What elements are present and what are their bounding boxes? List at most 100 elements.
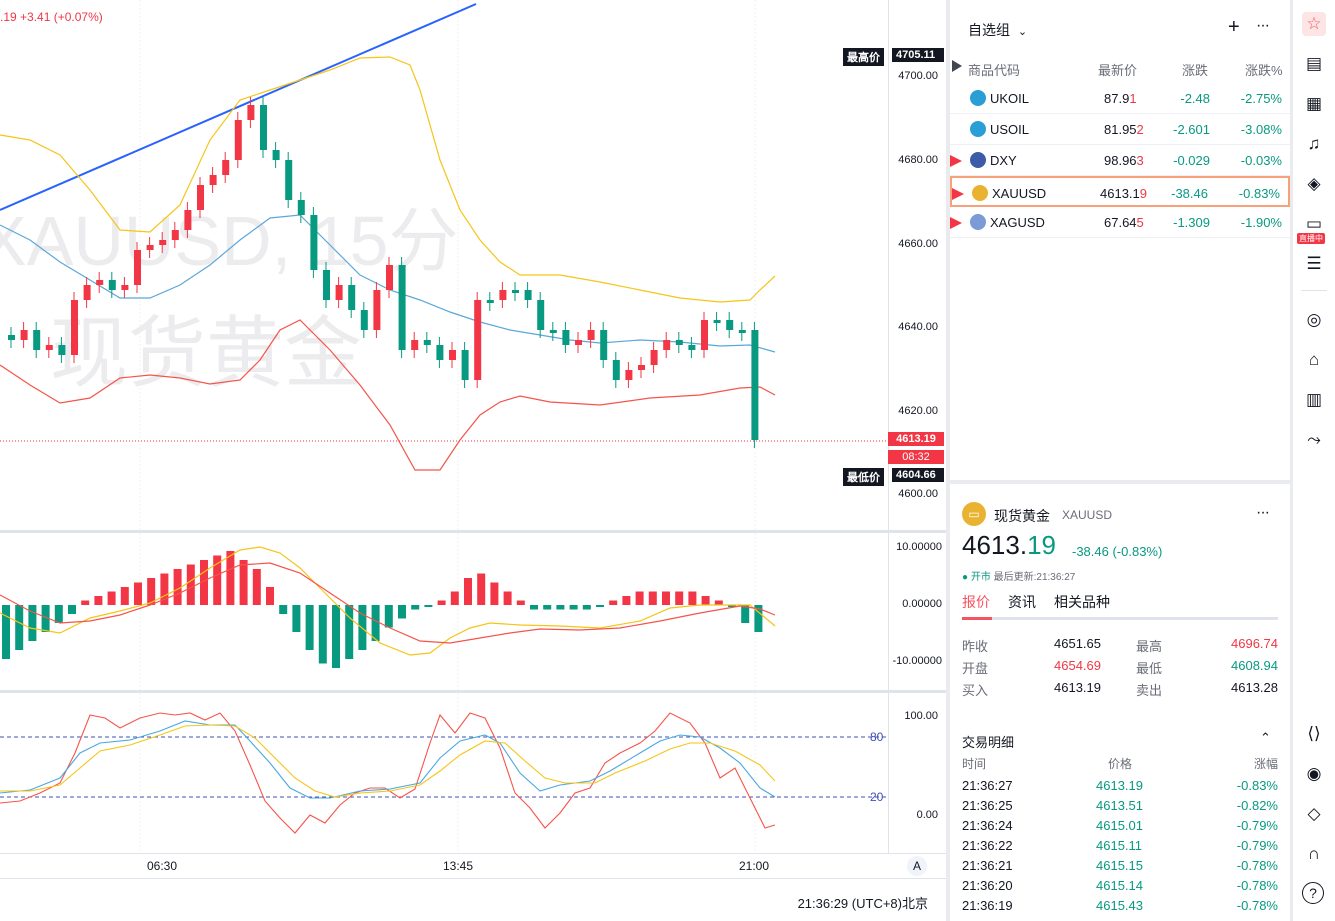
- detail-price-frac: 19: [1027, 530, 1056, 560]
- macd-bar: [450, 591, 459, 605]
- candle: [335, 285, 343, 300]
- trade-price: 4615.11: [1096, 838, 1143, 853]
- row-change: -38.46: [1171, 186, 1208, 201]
- candle: [260, 105, 267, 150]
- help-icon[interactable]: ?: [1302, 882, 1324, 904]
- candle: [512, 290, 519, 293]
- headset-icon[interactable]: ∩: [1307, 844, 1321, 863]
- macd-bar: [107, 591, 116, 605]
- price-panel[interactable]: XAUUSD, 15分 现货黄金 .19 +3.41 (+0.07%) 4700…: [0, 0, 946, 530]
- trades-title: 交易明细: [962, 735, 1015, 750]
- macd-bar: [424, 605, 433, 607]
- row-last: 98.963: [1104, 153, 1144, 168]
- flag-icon[interactable]: [950, 155, 962, 167]
- watchlist-row-ukoil[interactable]: UKOIL 87.91 -2.48 -2.75%: [950, 83, 1290, 114]
- macd-bar: [741, 605, 750, 623]
- kdj-d-line: [0, 724, 776, 798]
- watchlist-icon[interactable]: ☆: [1302, 12, 1326, 36]
- clock: 21:36:29: [797, 896, 849, 911]
- row-symbol: USOIL: [990, 122, 1030, 137]
- col-symbol[interactable]: 商品代码: [968, 63, 1021, 78]
- target-icon[interactable]: ◎: [1306, 310, 1322, 329]
- candle: [197, 185, 204, 210]
- candle: [184, 210, 192, 230]
- col-last[interactable]: 最新价: [1098, 63, 1138, 78]
- watchlist-row-dxy[interactable]: DXY 98.963 -0.029 -0.03%: [950, 145, 1290, 176]
- macd-bar: [81, 600, 90, 605]
- row-last: 67.645: [1104, 215, 1144, 230]
- candle: [45, 345, 53, 350]
- pane-separator[interactable]: [0, 530, 946, 533]
- flag-icon[interactable]: [952, 60, 962, 72]
- auto-scale-button[interactable]: A: [907, 856, 927, 876]
- price-tick: 4660.00: [898, 238, 938, 250]
- chevron-up-icon[interactable]: ⌃: [1260, 730, 1271, 745]
- eye-icon[interactable]: ◉: [1306, 764, 1322, 783]
- candle: [713, 320, 721, 323]
- trade-chg: -0.83%: [1236, 778, 1278, 793]
- trade-time: 21:36:22: [962, 838, 1013, 853]
- candle: [234, 120, 242, 160]
- candle: [8, 335, 15, 340]
- pane-separator[interactable]: [0, 690, 946, 693]
- tab-quote[interactable]: 报价: [962, 594, 990, 610]
- timezone-selector[interactable]: (UTC+8)北京: [851, 896, 928, 911]
- trade-chg: -0.82%: [1236, 798, 1278, 813]
- trade-time: 21:36:24: [962, 818, 1013, 833]
- price-axis[interactable]: 4700.00 4680.00 4660.00 4640.00 4620.00 …: [888, 0, 946, 530]
- macd-bar: [648, 591, 657, 605]
- stat-label: 最高: [1136, 639, 1163, 654]
- table-icon[interactable]: ▥: [1305, 390, 1323, 409]
- chat-icon[interactable]: ☰: [1306, 254, 1322, 273]
- bell-icon[interactable]: ♫: [1307, 134, 1321, 153]
- watchlist-row-xauusd[interactable]: XAUUSD 4613.19 -38.46 -0.83%: [950, 176, 1290, 207]
- time-axis[interactable]: 06:30 13:45 21:00 A: [0, 853, 946, 877]
- code-icon[interactable]: ⟨⟩: [1307, 724, 1321, 743]
- more-icon[interactable]: ···: [1256, 504, 1270, 521]
- layers-icon[interactable]: ◈: [1307, 174, 1321, 193]
- macd-bar: [556, 605, 565, 610]
- chart-area[interactable]: XAUUSD, 15分 现货黄金 .19 +3.41 (+0.07%) 4700…: [0, 0, 946, 921]
- watchlist-row-usoil[interactable]: USOIL 81.952 -2.601 -3.08%: [950, 114, 1290, 145]
- detail-symbol: XAUUSD: [1062, 508, 1113, 522]
- tab-news[interactable]: 资讯: [1008, 594, 1036, 610]
- kdj-panel[interactable]: 100.00 0.00 80 20: [0, 693, 946, 853]
- candle: [625, 370, 633, 380]
- candle: [146, 245, 154, 250]
- macd-bar: [543, 605, 552, 610]
- macd-panel[interactable]: 10.00000 0.00000 -10.00000: [0, 533, 946, 690]
- row-last: 81.952: [1104, 122, 1144, 137]
- macd-bar: [675, 591, 684, 605]
- stat-value: 4608.94: [1231, 658, 1278, 673]
- plus-icon[interactable]: +: [1228, 16, 1240, 38]
- more-icon[interactable]: ···: [1256, 17, 1270, 34]
- calendar-icon[interactable]: ▦: [1305, 94, 1323, 113]
- academy-icon[interactable]: ⌂: [1308, 350, 1320, 369]
- col-change-pct[interactable]: 涨跌%: [1245, 63, 1283, 78]
- price-canvas: XAUUSD, 15分 现货黄金: [0, 0, 888, 530]
- macd-axis[interactable]: 10.00000 0.00000 -10.00000: [888, 533, 946, 690]
- watchlist-row-xagusd[interactable]: XAGUSD 67.645 -1.309 -1.90%: [950, 207, 1290, 238]
- gold-icon: ▭: [962, 502, 986, 526]
- diamond-icon[interactable]: ◇: [1307, 804, 1321, 823]
- strategy-icon[interactable]: ⤳: [1307, 430, 1321, 449]
- flag-icon[interactable]: [950, 217, 962, 229]
- flag-icon[interactable]: [952, 188, 964, 200]
- trendline[interactable]: [0, 3, 477, 211]
- stat-label: 卖出: [1136, 683, 1163, 698]
- col-change[interactable]: 涨跌: [1182, 63, 1209, 78]
- candle: [486, 300, 494, 303]
- watchlist-panel: 自选组 ⌄ + ··· 商品代码 最新价 涨跌 涨跌% UKOIL 87.91 -2…: [950, 0, 1290, 480]
- kdj-axis[interactable]: 100.00 0.00: [888, 693, 946, 853]
- candle: [360, 310, 368, 330]
- kdj-level-20: 20: [870, 790, 884, 804]
- row-symbol: DXY: [990, 153, 1017, 168]
- notes-icon[interactable]: ▤: [1305, 54, 1323, 73]
- watchlist-group-selector[interactable]: 自选组 ⌄: [968, 20, 1027, 40]
- macd-histogram: [2, 551, 763, 668]
- tab-related[interactable]: 相关品种: [1054, 594, 1110, 610]
- trade-time: 21:36:19: [962, 898, 1013, 913]
- row-change-pct: -2.75%: [1240, 91, 1282, 106]
- live-stream-icon[interactable]: ▭: [1305, 214, 1323, 233]
- row-change-pct: -1.90%: [1240, 215, 1282, 230]
